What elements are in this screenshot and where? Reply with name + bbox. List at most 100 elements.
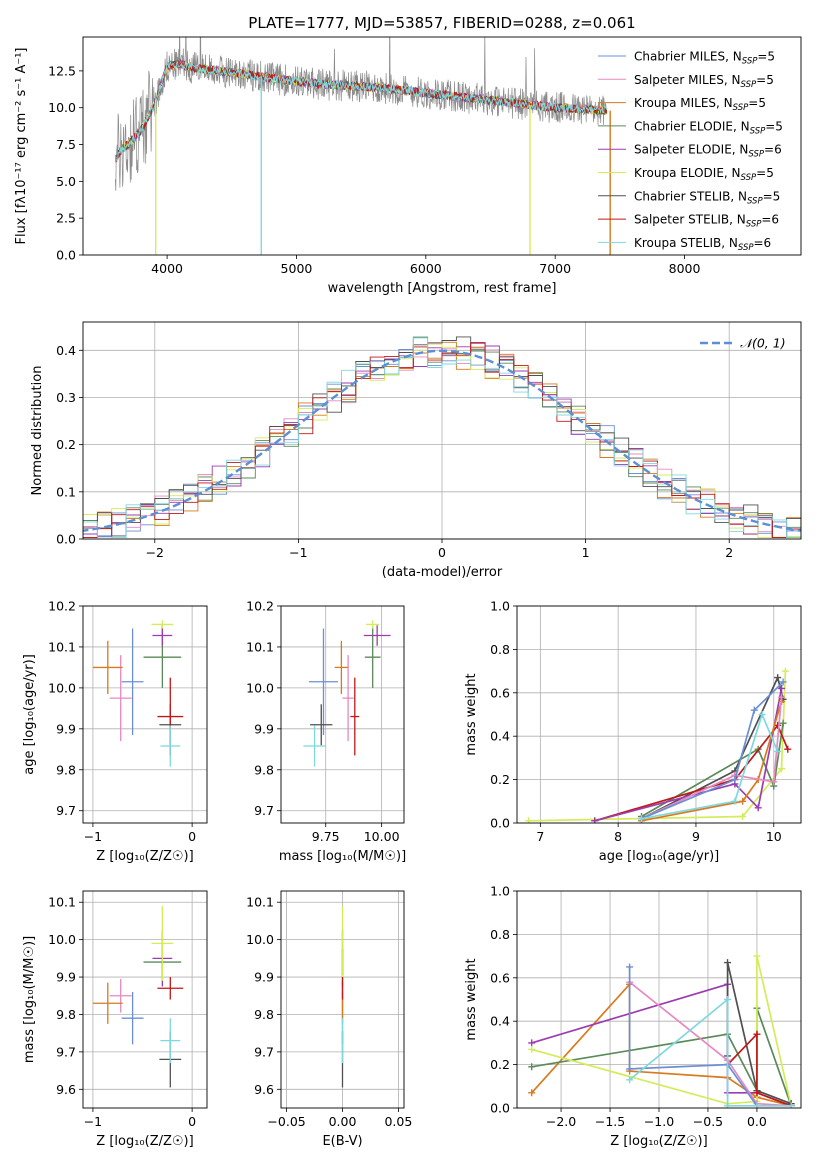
y-tick-label: 7.5 [56,137,76,152]
y-tick-label: 9.7 [56,1044,76,1059]
error-point-8 [350,677,360,756]
legend-label-6: Kroupa ELODIE, NSSP=5 [634,166,774,183]
weight-marker [753,1102,761,1108]
y-tick-label: 0.0 [490,816,510,831]
error-point-3 [92,982,123,1024]
histogram-line-9 [83,337,801,539]
weight-line-9 [641,712,779,820]
legend-label-text: Salpeter MILES, N [634,73,741,87]
y-axis-label: mass weight [464,673,479,755]
y-tick-label: 0.1 [56,484,76,499]
y-tick-label: 0.2 [490,1057,510,1072]
axes-frame [82,605,208,824]
y-tick-label: 10.2 [246,599,274,614]
y-tick-label: 9.9 [56,970,76,985]
legend-label-subscript: SSP [748,150,764,160]
legend-label-count: =5 [763,189,781,203]
y-axis-label: mass [log₁₀(M/M☉)] [22,936,37,1063]
legend-label-count: =6 [754,236,772,250]
x-tick-label: 4000 [151,261,183,276]
legend-label-subscript: SSP [741,80,757,90]
legend-label-2: Salpeter MILES, NSSP=5 [634,73,774,90]
error-point-9 [303,725,326,767]
y-tick-label: 0.4 [56,343,76,358]
weight-marker [753,952,761,960]
weight-marker [637,815,645,823]
weight-marker [528,1045,536,1053]
legend-label-subscript: SSP [742,57,758,67]
axes-frame [280,890,405,1109]
legend-label-subscript: SSP [738,243,754,253]
y-tick-label: 1.0 [490,884,510,899]
x-tick-label: 9 [692,829,700,844]
weight-marker [774,747,782,755]
y-tick-label: 10.2 [48,599,76,614]
y-tick-label: 0.4 [490,1014,510,1029]
x-tick-label: 7000 [539,261,571,276]
x-tick-label: 1 [582,545,590,560]
axes-frame [82,36,802,256]
weight-marker [778,693,786,701]
legend-label-count: =5 [756,73,774,87]
y-tick-label: 0.8 [490,642,510,657]
weight-marker [758,711,766,718]
spectrum-title: PLATE=1777, MJD=53857, FIBERID=0288, z=0… [248,14,635,32]
x-axis-label: E(B-V) [322,1134,362,1149]
legend-label-text: Chabrier ELODIE, N [634,119,750,133]
x-tick-label: 5000 [281,261,313,276]
y-tick-label: 12.5 [48,63,76,78]
axes-frame [516,605,802,824]
weight-line-8 [641,681,784,820]
legend-label-count: =5 [757,50,775,64]
error-point-8 [157,977,184,1000]
y-tick-label: 0.3 [56,390,76,405]
weight-marker [724,1102,732,1108]
axes-frame [82,890,208,1109]
x-tick-label: −1 [84,1114,102,1129]
y-tick-label: 9.8 [56,762,76,777]
x-tick-label: 9.75 [312,829,340,844]
weight-marker [739,812,747,820]
mass-vs-ebv-panel: −0.05 0.00 0.05 9.6 9.7 9.8 9.9 10.0 10.1 E(B-V) [246,890,412,1149]
weight-marker [724,959,732,967]
y-tick-label: 5.0 [56,174,76,189]
weight-marker [528,1063,536,1071]
y-tick-label: 10.0 [48,680,76,695]
legend-label-subscript: SSP [747,196,763,206]
axes-frame [516,890,802,1109]
legend-label-8: Salpeter STELIB, NSSP=6 [634,213,779,230]
weight-line-1 [531,982,792,1107]
weight-marker [626,963,634,971]
spectrum-panel: 4000 5000 6000 7000 8000 0.0 2.5 5.0 7.5 10.0 12.5… [14,36,802,296]
x-axis-label: Z [log₁₀(Z/Z☉)] [96,1134,193,1149]
legend-label-subscript: SSP [733,103,749,113]
y-tick-label: 0.8 [490,927,510,942]
y-axis-label: age [log₁₀(age/yr)] [22,654,37,775]
y-tick-label: 9.7 [254,1044,274,1059]
legend-label-text: Kroupa MILES, N [634,96,733,110]
y-tick-label: 10.0 [48,100,76,115]
y-tick-label: 10.1 [48,639,76,654]
spectrum-model-line-9 [114,60,608,162]
error-point-1 [121,992,144,1045]
x-tick-label: −1 [289,545,307,560]
age-vs-metallicity-panel: −1 0 9.7 9.8 9.9 10.0 10.1 10.2 Z [log₁₀(Z/Z☉)] a… [22,599,208,864]
weight-line-7 [629,981,792,1107]
weight-marker [739,797,747,805]
error-point-2 [342,655,354,742]
y-axis-label: Normed distribution [30,366,45,496]
weight-marker [779,719,787,727]
y-tick-label: 9.9 [254,721,274,736]
y-tick-label: 0.6 [490,685,510,700]
legend-label-text: Salpeter ELODIE, N [634,143,748,157]
y-axis-label: mass weight [464,958,479,1040]
x-tick-label: 0.05 [384,1114,412,1129]
y-tick-label: 9.9 [254,970,274,985]
error-point-2 [109,655,132,742]
x-tick-label: 0.0 [747,1114,767,1129]
weight-marker [626,1065,634,1073]
weight-marker [778,765,786,773]
mass-vs-metallicity-panel: −1 0 9.6 9.7 9.8 9.9 10.0 10.1 Z [log₁₀(Z/Z☉)] ma… [22,890,208,1149]
weight-marker [784,745,792,753]
